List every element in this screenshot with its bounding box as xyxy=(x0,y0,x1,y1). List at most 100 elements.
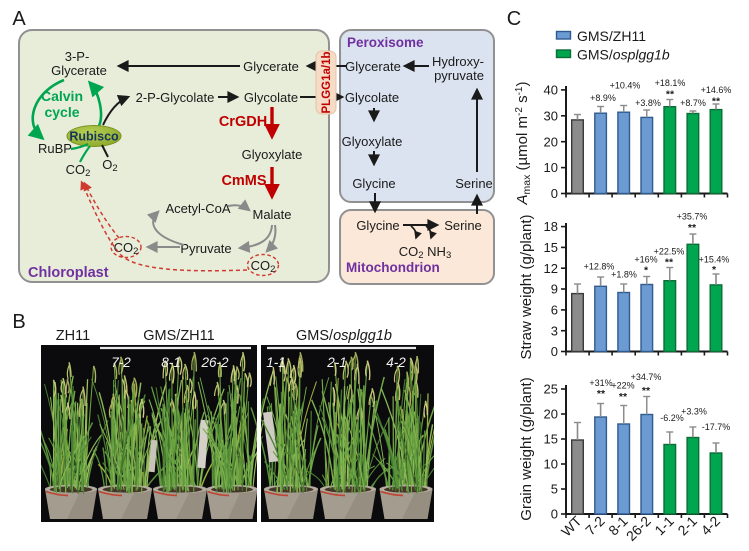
svg-text:**: ** xyxy=(665,257,674,269)
svg-text:Straw weight (g/plant): Straw weight (g/plant) xyxy=(518,214,535,359)
svg-text:0: 0 xyxy=(551,507,558,522)
svg-text:Glycolate: Glycolate xyxy=(345,90,399,105)
svg-text:+34.7%: +34.7% xyxy=(631,372,662,382)
svg-text:C: C xyxy=(507,8,521,30)
svg-text:10: 10 xyxy=(544,457,558,472)
svg-text:9: 9 xyxy=(551,282,558,297)
svg-text:CO2: CO2 xyxy=(66,162,91,179)
svg-text:26-2: 26-2 xyxy=(623,513,654,544)
svg-text:5: 5 xyxy=(551,482,558,497)
svg-text:20: 20 xyxy=(544,407,558,422)
svg-text:CmMS: CmMS xyxy=(221,173,266,189)
svg-text:26-2: 26-2 xyxy=(200,355,229,370)
svg-text:WT: WT xyxy=(558,512,585,539)
svg-text:Hydroxy-: Hydroxy- xyxy=(432,54,484,69)
svg-text:+8.9%: +8.9% xyxy=(590,93,616,103)
svg-text:7-2: 7-2 xyxy=(582,513,608,539)
svg-text:**: ** xyxy=(688,222,697,234)
svg-text:Glycerate: Glycerate xyxy=(345,59,401,74)
svg-text:4-2: 4-2 xyxy=(386,355,406,370)
svg-text:Grain weight (g/plant): Grain weight (g/plant) xyxy=(518,377,535,520)
svg-text:8-1: 8-1 xyxy=(161,355,181,370)
svg-text:+1.8%: +1.8% xyxy=(611,270,637,280)
svg-text:+15.4%: +15.4% xyxy=(699,255,730,265)
svg-text:Chloroplast: Chloroplast xyxy=(28,265,109,281)
svg-text:7-2: 7-2 xyxy=(111,355,131,370)
svg-text:2-1: 2-1 xyxy=(674,513,700,539)
svg-text:Serine: Serine xyxy=(455,176,493,191)
svg-text:PLGG1a/1b: PLGG1a/1b xyxy=(321,52,333,114)
svg-text:Glycine: Glycine xyxy=(352,176,395,191)
svg-text:+3.8%: +3.8% xyxy=(635,98,661,108)
svg-text:15: 15 xyxy=(544,240,558,255)
svg-text:+8.7%: +8.7% xyxy=(680,98,706,108)
svg-text:+35.7%: +35.7% xyxy=(677,212,708,222)
svg-text:A: A xyxy=(12,8,26,30)
svg-text:Glycerate: Glycerate xyxy=(51,63,107,78)
svg-text:**: ** xyxy=(597,388,606,400)
svg-text:GMS/ZH11: GMS/ZH11 xyxy=(577,28,646,44)
svg-text:**: ** xyxy=(712,96,721,108)
svg-text:CO2: CO2 xyxy=(114,240,139,257)
svg-text:GMS/osplgg1b: GMS/osplgg1b xyxy=(577,47,670,63)
svg-text:-17.7%: -17.7% xyxy=(702,422,731,432)
svg-text:Malate: Malate xyxy=(252,207,291,222)
svg-text:18: 18 xyxy=(544,219,558,234)
svg-text:CrGDH: CrGDH xyxy=(219,114,267,130)
svg-text:+10.4%: +10.4% xyxy=(610,81,641,91)
svg-text:12: 12 xyxy=(544,261,558,276)
svg-text:Glycine: Glycine xyxy=(356,218,399,233)
svg-text:ZH11: ZH11 xyxy=(56,328,90,344)
svg-text:cycle: cycle xyxy=(44,104,79,120)
svg-text:3-P-: 3-P- xyxy=(65,49,90,64)
svg-text:2-P-Glycolate: 2-P-Glycolate xyxy=(136,90,215,105)
svg-text:Glycolate: Glycolate xyxy=(244,90,298,105)
svg-text:Peroxisome: Peroxisome xyxy=(347,35,424,50)
svg-text:30: 30 xyxy=(544,108,558,123)
svg-text:CO2 NH3: CO2 NH3 xyxy=(399,244,451,261)
svg-text:Serine: Serine xyxy=(444,218,482,233)
svg-text:40: 40 xyxy=(544,83,558,98)
svg-text:20: 20 xyxy=(544,134,558,149)
svg-text:Calvin: Calvin xyxy=(41,88,83,104)
svg-text:15: 15 xyxy=(544,432,558,447)
svg-text:+16%: +16% xyxy=(634,255,657,265)
svg-text:0: 0 xyxy=(551,344,558,359)
svg-text:1-1: 1-1 xyxy=(651,513,677,539)
svg-text:Mitochondrion: Mitochondrion xyxy=(346,260,440,275)
svg-text:0: 0 xyxy=(551,186,558,201)
svg-text:**: ** xyxy=(642,385,651,397)
svg-text:6: 6 xyxy=(551,302,558,317)
svg-text:1-1: 1-1 xyxy=(266,355,286,370)
svg-text:+31%: +31% xyxy=(589,378,612,388)
svg-text:Glyoxylate: Glyoxylate xyxy=(342,134,403,149)
svg-text:Rubisco: Rubisco xyxy=(69,130,119,144)
svg-text:-6.2%: -6.2% xyxy=(660,413,684,423)
svg-text:GMS/osplgg1b: GMS/osplgg1b xyxy=(296,328,392,344)
svg-text:10: 10 xyxy=(544,160,558,175)
svg-text:25: 25 xyxy=(544,382,558,397)
svg-text:+14.6%: +14.6% xyxy=(701,85,732,95)
svg-text:CO2: CO2 xyxy=(251,258,276,275)
svg-text:RuBP: RuBP xyxy=(38,141,72,156)
svg-text:Glyoxylate: Glyoxylate xyxy=(242,147,303,162)
svg-text:pyruvate: pyruvate xyxy=(434,68,484,83)
svg-text:+18.1%: +18.1% xyxy=(655,78,686,88)
svg-text:GMS/ZH11: GMS/ZH11 xyxy=(143,328,214,344)
svg-text:4-2: 4-2 xyxy=(697,513,723,539)
svg-text:+12.8%: +12.8% xyxy=(584,262,615,272)
svg-text:3: 3 xyxy=(551,323,558,338)
svg-text:Amax (µmol m-2 s-1): Amax (µmol m-2 s-1) xyxy=(514,82,533,206)
svg-text:+3.3%: +3.3% xyxy=(681,407,707,417)
svg-text:**: ** xyxy=(619,391,628,403)
svg-text:Acetyl-CoA: Acetyl-CoA xyxy=(165,201,230,216)
svg-text:*: * xyxy=(644,265,649,277)
svg-text:B: B xyxy=(12,311,25,333)
svg-text:Pyruvate: Pyruvate xyxy=(180,241,231,256)
svg-text:2-1: 2-1 xyxy=(326,355,347,370)
svg-text:*: * xyxy=(712,264,717,276)
svg-text:+22.5%: +22.5% xyxy=(654,247,685,257)
svg-text:+22%: +22% xyxy=(611,381,634,391)
svg-text:Glycerate: Glycerate xyxy=(243,59,299,74)
svg-text:**: ** xyxy=(666,89,675,101)
